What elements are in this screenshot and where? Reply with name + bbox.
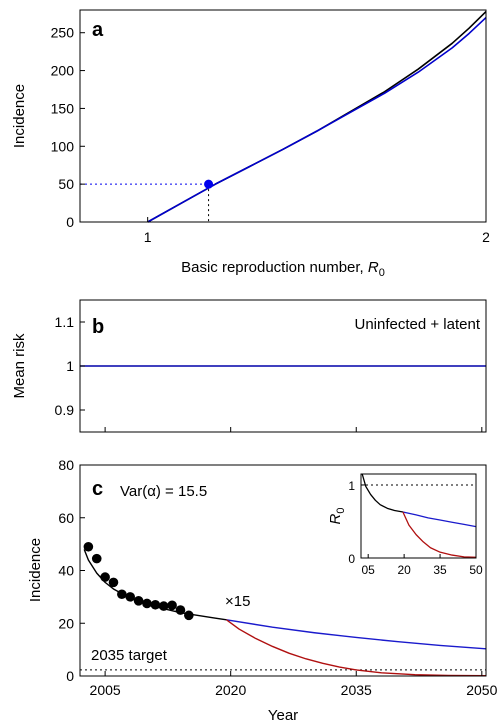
- panel-b-ytick-label-1: 1: [66, 358, 74, 374]
- panel-b-letter: b: [92, 316, 104, 338]
- inset-xtick-label-2: 35: [433, 563, 447, 577]
- panel-a-xtick-label-0: 1: [144, 229, 152, 245]
- panel-c-ylabel: Incidence: [27, 538, 44, 602]
- panel-c-data-point-12: [184, 610, 194, 621]
- panel-b-annotation: Uninfected + latent: [354, 316, 480, 333]
- panel-a-xtick-label-1: 2: [482, 229, 490, 245]
- panel-a-ytick-label-4: 200: [51, 63, 75, 79]
- panel-a-frame: [79, 9, 487, 223]
- panel-c-xtick-label-0: 2005: [90, 682, 121, 698]
- panel-a: 0 50 100 150 200 250 1 2 a Incidence Basic repr…: [11, 9, 490, 279]
- panel-c-multiplier-label: ×15: [225, 593, 250, 610]
- panel-c-data-point-3: [108, 577, 119, 588]
- panel-c-data-point-5: [125, 592, 136, 602]
- panel-c-ytick-label-2: 40: [58, 563, 74, 579]
- inset-series-line-0: [361, 473, 404, 513]
- panel-a-ytick-label-0: 0: [66, 214, 74, 230]
- panel-a-letter: a: [92, 19, 104, 41]
- panel-c-series-line-2: [226, 619, 487, 677]
- panel-c-series-line-1: [226, 619, 487, 650]
- panel-c-data-point-0: [83, 541, 94, 552]
- inset-frame: [360, 473, 477, 559]
- panel-c-xlabel: Year: [268, 707, 298, 724]
- panel-c-letter: c: [92, 478, 103, 500]
- panel-c-ytick-label-4: 80: [58, 457, 74, 473]
- panel-a-xlabel: Basic reproduction number, R0: [181, 259, 385, 279]
- inset-xtick-label-0: 05: [362, 563, 376, 577]
- panel-c-xtick-label-2: 2035: [341, 682, 372, 698]
- panel-a-series-line-1: [147, 16, 487, 223]
- panel-c-var-label: Var(α) = 15.5: [120, 483, 207, 500]
- inset-background: [326, 472, 481, 580]
- panel-c-data-point-1: [91, 553, 102, 564]
- panel-a-ytick-label-5: 250: [51, 25, 75, 41]
- panel-a-ytick-label-1: 50: [58, 176, 74, 192]
- panel-c-ytick-label-0: 0: [66, 668, 74, 684]
- panel-c-inset: 0 1 05 20 35 50 R0: [326, 472, 483, 580]
- panel-c-xtick-label-1: 2020: [215, 682, 246, 698]
- panel-a-ytick-label-2: 100: [51, 138, 75, 154]
- panel-a-ytick-label-3: 150: [51, 100, 75, 116]
- inset-ytick-label-1: 1: [348, 479, 355, 493]
- panel-b: 0.9 1 1.1 b Uninfected + latent Mean risk: [11, 299, 487, 433]
- inset-ylabel: R0: [327, 508, 347, 525]
- panel-a-series-line-0: [147, 10, 487, 223]
- panel-c-data-point-4: [117, 589, 127, 600]
- panel-c-data-point-2: [100, 572, 110, 582]
- panel-c-data-point-8: [150, 599, 161, 610]
- panel-c-target-label: 2035 target: [91, 647, 168, 664]
- inset-xtick-label-1: 20: [397, 563, 411, 577]
- panel-c-data-point-9: [158, 601, 169, 611]
- panel-b-ylabel: Mean risk: [11, 333, 28, 399]
- inset-ytick-label-0: 0: [348, 552, 355, 566]
- inset-series-line-1: [402, 511, 477, 528]
- panel-a-ylabel: Incidence: [11, 84, 28, 148]
- panel-c-data-point-11: [175, 605, 186, 615]
- panel-b-ytick-label-2: 1.1: [55, 314, 75, 330]
- panel-c-data-point-10: [167, 600, 177, 611]
- inset-xtick-label-3: 50: [469, 563, 483, 577]
- panel-c-ytick-label-3: 60: [58, 510, 74, 526]
- panel-c-xtick-label-3: 2050: [466, 682, 497, 698]
- panel-b-ytick-label-0: 0.9: [55, 402, 75, 418]
- panel-c-data-point-6: [133, 596, 144, 606]
- inset-series-line-2: [402, 511, 477, 558]
- panel-c-data-point-7: [142, 598, 152, 609]
- panel-a-marker-point: [204, 179, 214, 189]
- panel-c-ytick-label-1: 20: [58, 615, 74, 631]
